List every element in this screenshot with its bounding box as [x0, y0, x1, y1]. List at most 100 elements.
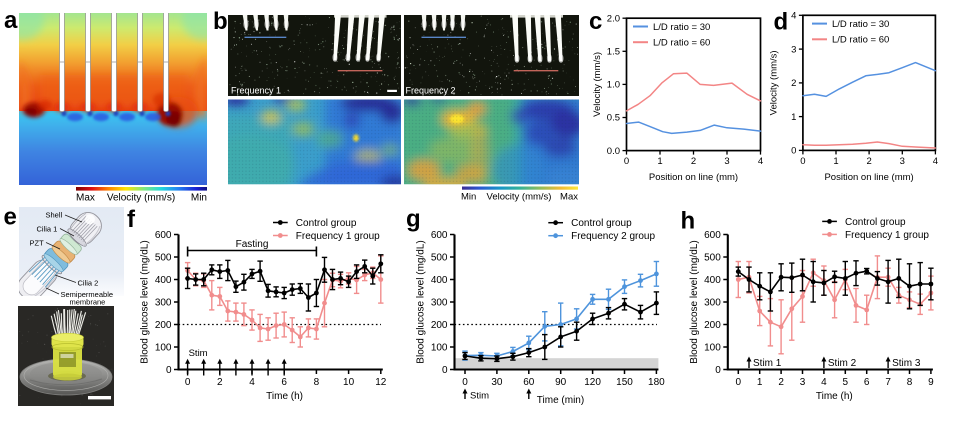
svg-text:400: 400 — [155, 275, 172, 286]
svg-text:Stim 2: Stim 2 — [828, 358, 857, 369]
svg-text:Position on line (mm): Position on line (mm) — [649, 172, 738, 183]
svg-text:4: 4 — [791, 11, 796, 22]
svg-text:Blood glucose level (mg/dL): Blood glucose level (mg/dL) — [416, 240, 427, 363]
svg-text:600: 600 — [155, 230, 172, 241]
svg-text:Frequency 1 group: Frequency 1 group — [845, 230, 929, 241]
svg-text:10: 10 — [343, 377, 355, 388]
svg-text:200: 200 — [704, 320, 721, 331]
svg-text:Blood glucose level (mg/dL): Blood glucose level (mg/dL) — [140, 240, 151, 363]
svg-text:0: 0 — [624, 156, 629, 167]
svg-text:2.0: 2.0 — [607, 13, 620, 24]
svg-text:8: 8 — [907, 377, 913, 388]
svg-text:Max: Max — [76, 193, 95, 204]
svg-text:Frequency 1 group: Frequency 1 group — [296, 231, 380, 242]
svg-text:Velocity (mm/s): Velocity (mm/s) — [107, 193, 175, 204]
svg-text:3: 3 — [791, 44, 796, 55]
svg-text:300: 300 — [431, 298, 448, 309]
svg-text:0: 0 — [166, 365, 172, 376]
svg-text:membrane: membrane — [70, 298, 106, 307]
svg-text:2: 2 — [778, 377, 784, 388]
svg-text:Cilia 2: Cilia 2 — [78, 279, 99, 288]
svg-text:0.5: 0.5 — [607, 113, 620, 124]
svg-text:0: 0 — [736, 377, 742, 388]
svg-text:3: 3 — [900, 156, 905, 167]
svg-text:Time (h): Time (h) — [816, 391, 853, 402]
svg-text:Control group: Control group — [296, 218, 357, 229]
svg-text:c: c — [589, 8, 602, 35]
svg-text:3: 3 — [800, 377, 806, 388]
svg-text:L/D ratio = 30: L/D ratio = 30 — [832, 19, 889, 30]
svg-text:Fasting: Fasting — [236, 239, 269, 250]
svg-text:0: 0 — [715, 365, 721, 376]
svg-text:6: 6 — [281, 377, 287, 388]
svg-text:Velocity (mm/s): Velocity (mm/s) — [768, 50, 779, 115]
svg-text:Shell: Shell — [46, 211, 63, 220]
svg-text:600: 600 — [431, 230, 448, 241]
svg-text:30: 30 — [491, 377, 503, 388]
svg-text:7: 7 — [885, 377, 891, 388]
svg-text:f: f — [127, 206, 136, 233]
svg-text:d: d — [774, 9, 789, 36]
svg-text:500: 500 — [704, 253, 721, 264]
svg-text:Stim 1: Stim 1 — [753, 358, 782, 369]
svg-text:Blood glucose level (mg/dL): Blood glucose level (mg/dL) — [689, 240, 700, 363]
svg-text:Stim: Stim — [470, 391, 489, 402]
svg-text:Frequency 1: Frequency 1 — [231, 86, 281, 96]
svg-text:0.0: 0.0 — [607, 146, 620, 157]
svg-text:500: 500 — [155, 253, 172, 264]
svg-text:0: 0 — [462, 377, 468, 388]
svg-text:120: 120 — [584, 377, 601, 388]
svg-text:12: 12 — [375, 377, 387, 388]
svg-text:b: b — [213, 8, 228, 35]
svg-text:4: 4 — [933, 156, 938, 167]
svg-text:Control group: Control group — [845, 217, 906, 228]
svg-text:1: 1 — [791, 112, 796, 123]
svg-text:150: 150 — [616, 377, 633, 388]
svg-text:200: 200 — [155, 320, 172, 331]
svg-text:Cilia 1: Cilia 1 — [37, 225, 58, 234]
svg-text:100: 100 — [431, 343, 448, 354]
svg-text:Time (h): Time (h) — [266, 391, 303, 402]
svg-text:60: 60 — [523, 377, 535, 388]
svg-text:180: 180 — [648, 377, 665, 388]
svg-text:L/D ratio = 30: L/D ratio = 30 — [653, 22, 710, 33]
svg-text:1: 1 — [833, 156, 838, 167]
svg-text:h: h — [681, 208, 696, 235]
svg-text:g: g — [406, 205, 421, 232]
svg-text:1: 1 — [657, 156, 662, 167]
svg-text:5: 5 — [843, 377, 849, 388]
svg-text:Stim: Stim — [189, 348, 208, 359]
svg-text:Time (min): Time (min) — [537, 395, 584, 406]
svg-text:Min: Min — [461, 192, 476, 203]
svg-text:8: 8 — [314, 377, 320, 388]
svg-text:e: e — [4, 204, 17, 231]
svg-text:Frequency 2: Frequency 2 — [406, 86, 456, 96]
svg-text:600: 600 — [704, 230, 721, 241]
svg-text:2: 2 — [691, 156, 696, 167]
svg-text:Velocity (mm/s): Velocity (mm/s) — [487, 192, 552, 203]
svg-text:300: 300 — [155, 298, 172, 309]
svg-text:2: 2 — [866, 156, 871, 167]
svg-text:100: 100 — [704, 343, 721, 354]
svg-text:0: 0 — [800, 156, 805, 167]
svg-text:300: 300 — [704, 298, 721, 309]
svg-text:400: 400 — [431, 275, 448, 286]
svg-text:4: 4 — [821, 377, 827, 388]
svg-text:Position on line (mm): Position on line (mm) — [824, 172, 913, 183]
svg-text:Stim 3: Stim 3 — [892, 358, 921, 369]
svg-text:2: 2 — [791, 78, 796, 89]
svg-text:Max: Max — [560, 192, 578, 203]
svg-text:1: 1 — [757, 377, 763, 388]
svg-text:0: 0 — [185, 377, 191, 388]
svg-text:1.5: 1.5 — [607, 47, 620, 58]
svg-text:a: a — [4, 7, 18, 34]
svg-text:2: 2 — [217, 377, 223, 388]
svg-text:4: 4 — [249, 377, 255, 388]
svg-text:0: 0 — [791, 146, 796, 157]
svg-text:L/D ratio = 60: L/D ratio = 60 — [832, 35, 889, 46]
svg-text:6: 6 — [864, 377, 870, 388]
svg-text:L/D ratio = 60: L/D ratio = 60 — [653, 38, 710, 49]
svg-text:Velocity (mm/s): Velocity (mm/s) — [592, 52, 603, 117]
svg-text:400: 400 — [704, 275, 721, 286]
svg-text:9: 9 — [928, 377, 934, 388]
